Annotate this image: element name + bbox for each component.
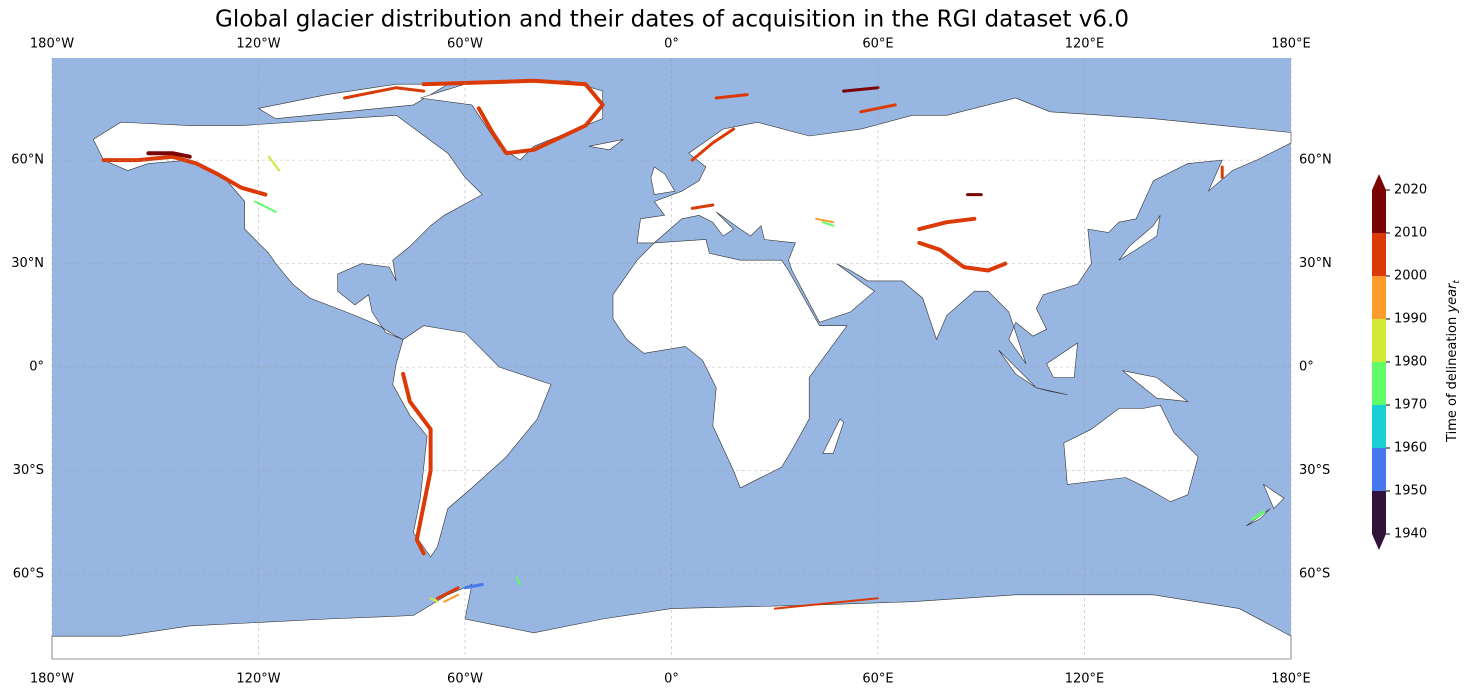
lon-tick-label: 60°W — [447, 37, 483, 52]
glacier — [773, 597, 879, 610]
colorbar-bin — [1372, 491, 1386, 534]
colorbar-label: Time of delineation yeart — [1445, 280, 1462, 443]
colorbar-label-var: year — [1445, 282, 1460, 314]
land — [1262, 483, 1285, 510]
lat-tick-label: 30°S — [1299, 463, 1330, 478]
colorbar-tick-label: 1950 — [1394, 484, 1427, 499]
lat-tick-label: 0° — [1299, 360, 1314, 375]
colorbar-bin — [1372, 276, 1386, 319]
colorbar-tick-label: 2010 — [1394, 226, 1427, 241]
colorbar-bin — [1372, 233, 1386, 276]
colorbar-bin — [1372, 448, 1386, 491]
land — [1122, 370, 1189, 403]
colorbar-extend — [1372, 534, 1386, 550]
land — [612, 239, 848, 489]
lon-tick-label: 0° — [664, 672, 679, 687]
colorbar-bin — [1372, 319, 1386, 362]
colorbar-label-sub: t — [1452, 280, 1462, 284]
land — [1036, 387, 1068, 395]
colorbar-bin — [1372, 362, 1386, 405]
glacier — [842, 86, 880, 93]
colorbar-tick-label: 1990 — [1394, 312, 1427, 327]
land — [636, 97, 1292, 364]
land — [392, 325, 552, 558]
map — [51, 58, 1292, 660]
colorbar-label-text: Time of delineation — [1445, 313, 1460, 443]
lat-tick-label: 30°S — [13, 463, 44, 478]
colorbar-bin — [1372, 190, 1386, 233]
glacier — [515, 576, 522, 586]
glacier — [267, 155, 281, 172]
land — [1118, 215, 1161, 261]
land — [1063, 404, 1199, 503]
lon-tick-label: 120°E — [1065, 672, 1105, 687]
title: Global glacier distribution and their da… — [215, 7, 1129, 33]
colorbar-bin — [1372, 405, 1386, 448]
colorbar-extend — [1372, 174, 1386, 190]
lon-tick-label: 60°W — [447, 672, 483, 687]
lon-tick-label: 120°W — [236, 672, 280, 687]
lon-tick-label: 120°W — [236, 37, 280, 52]
lon-tick-label: 180°E — [1271, 37, 1311, 52]
glacier — [146, 151, 192, 159]
glacier — [443, 593, 460, 603]
colorbar-tick-label: 1970 — [1394, 398, 1427, 413]
colorbar-tick-label: 1980 — [1394, 355, 1427, 370]
lat-tick-label: 30°N — [11, 256, 44, 271]
land — [1046, 342, 1078, 378]
glacier — [690, 127, 735, 162]
glacier — [429, 597, 439, 603]
land — [92, 114, 483, 340]
lat-tick-label: 60°S — [1299, 567, 1330, 582]
glacier — [714, 93, 749, 100]
glacier — [917, 216, 977, 232]
colorbar-tick-label: 2020 — [1394, 183, 1427, 198]
glacier — [821, 221, 835, 227]
glacier — [917, 240, 1008, 273]
lon-tick-label: 60°E — [862, 672, 893, 687]
lon-tick-label: 120°E — [1065, 37, 1105, 52]
glacier — [815, 217, 835, 224]
glacier — [463, 583, 484, 590]
lat-tick-label: 30°N — [1299, 256, 1332, 271]
glacier — [1251, 510, 1265, 521]
lat-tick-label: 60°N — [1299, 153, 1332, 168]
land — [51, 584, 1292, 660]
lat-tick-label: 0° — [29, 360, 44, 375]
lat-tick-label: 60°S — [13, 567, 44, 582]
colorbar-tick-label: 1940 — [1394, 527, 1427, 542]
glacier — [690, 203, 715, 210]
colorbar-tick-label: 2000 — [1394, 269, 1427, 284]
lon-tick-label: 0° — [664, 37, 679, 52]
colorbar-tick-label: 1960 — [1394, 441, 1427, 456]
lon-tick-label: 180°W — [30, 672, 74, 687]
lat-tick-label: 60°N — [11, 153, 44, 168]
glacier — [436, 586, 460, 600]
lon-tick-label: 180°W — [30, 37, 74, 52]
glacier — [343, 86, 426, 100]
glacier — [421, 78, 605, 156]
land — [998, 349, 1037, 389]
land — [822, 418, 844, 454]
lon-tick-label: 180°E — [1271, 672, 1311, 687]
land — [588, 139, 624, 151]
lon-tick-label: 60°E — [862, 37, 893, 52]
